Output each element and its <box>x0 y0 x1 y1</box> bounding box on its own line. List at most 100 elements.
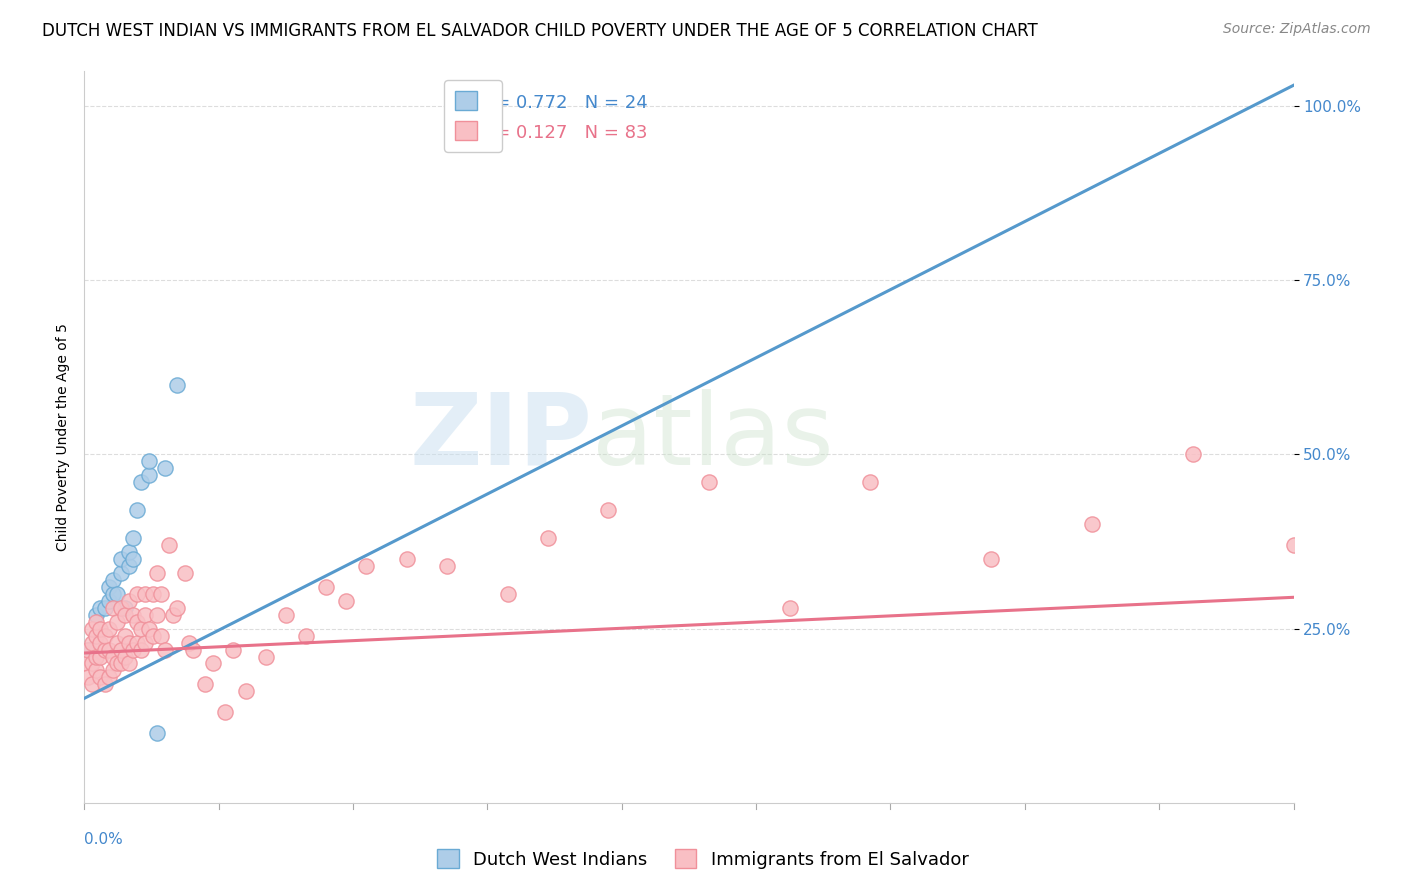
Point <box>129 622 152 636</box>
Point <box>125 587 148 601</box>
Point <box>138 622 160 636</box>
Point <box>93 642 115 657</box>
Point <box>1181 448 1204 462</box>
Point <box>254 649 277 664</box>
Point <box>89 622 111 636</box>
Point <box>97 580 120 594</box>
Point <box>157 538 180 552</box>
Point <box>125 635 148 649</box>
Point <box>166 377 188 392</box>
Point <box>97 642 120 657</box>
Point <box>114 629 136 643</box>
Point <box>82 677 104 691</box>
Point <box>980 552 1002 566</box>
Y-axis label: Child Poverty Under the Age of 5: Child Poverty Under the Age of 5 <box>56 323 70 551</box>
Point <box>1282 538 1305 552</box>
Point <box>89 600 111 615</box>
Point <box>181 642 204 657</box>
Point <box>146 607 169 622</box>
Point <box>114 607 136 622</box>
Point <box>202 657 225 671</box>
Point <box>174 566 197 580</box>
Point <box>166 600 188 615</box>
Point <box>93 677 115 691</box>
Point <box>779 600 801 615</box>
Point <box>110 642 132 657</box>
Point <box>77 642 100 657</box>
Point <box>97 594 120 608</box>
Point <box>118 657 141 671</box>
Point <box>129 642 152 657</box>
Point <box>118 635 141 649</box>
Point <box>468 92 491 106</box>
Legend: Dutch West Indians, Immigrants from El Salvador: Dutch West Indians, Immigrants from El S… <box>430 842 976 876</box>
Point <box>110 566 132 580</box>
Point <box>142 587 165 601</box>
Point <box>118 594 141 608</box>
Point <box>697 475 720 490</box>
Point <box>125 615 148 629</box>
Point <box>235 684 257 698</box>
Point <box>101 649 124 664</box>
Point <box>146 726 169 740</box>
Point <box>101 573 124 587</box>
Point <box>110 657 132 671</box>
Point <box>395 552 418 566</box>
Point <box>179 635 201 649</box>
Point <box>335 594 357 608</box>
Point <box>194 677 217 691</box>
Point <box>138 454 160 468</box>
Point <box>274 607 297 622</box>
Point <box>105 615 128 629</box>
Point <box>93 600 115 615</box>
Point <box>121 607 143 622</box>
Text: R = 0.127   N = 83: R = 0.127 N = 83 <box>478 124 648 142</box>
Point <box>146 566 169 580</box>
Text: R = 0.772   N = 24: R = 0.772 N = 24 <box>478 94 648 112</box>
Point <box>82 622 104 636</box>
Point <box>315 580 337 594</box>
Point <box>134 587 156 601</box>
Text: Source: ZipAtlas.com: Source: ZipAtlas.com <box>1223 22 1371 37</box>
Point <box>134 607 156 622</box>
Point <box>118 545 141 559</box>
Point <box>114 649 136 664</box>
Point <box>97 622 120 636</box>
Point <box>118 558 141 573</box>
Point <box>73 657 96 671</box>
Point <box>97 670 120 684</box>
Point <box>537 531 560 545</box>
Point <box>356 558 378 573</box>
Point <box>105 657 128 671</box>
Point <box>598 503 620 517</box>
Point <box>153 642 176 657</box>
Point <box>138 468 160 483</box>
Text: ZIP: ZIP <box>409 389 592 485</box>
Point <box>86 664 108 678</box>
Point <box>295 629 318 643</box>
Point <box>89 670 111 684</box>
Point <box>105 635 128 649</box>
Point <box>436 558 458 573</box>
Point <box>149 629 172 643</box>
Point <box>101 587 124 601</box>
Text: DUTCH WEST INDIAN VS IMMIGRANTS FROM EL SALVADOR CHILD POVERTY UNDER THE AGE OF : DUTCH WEST INDIAN VS IMMIGRANTS FROM EL … <box>42 22 1038 40</box>
Point <box>121 552 143 566</box>
Point <box>77 670 100 684</box>
Point <box>105 587 128 601</box>
Point <box>86 629 108 643</box>
Point <box>214 705 236 719</box>
Point <box>82 657 104 671</box>
Point <box>77 642 100 657</box>
Point <box>93 629 115 643</box>
Point <box>134 635 156 649</box>
Point <box>149 587 172 601</box>
Point <box>121 642 143 657</box>
Point <box>86 615 108 629</box>
Text: 0.0%: 0.0% <box>84 832 124 847</box>
Point <box>110 552 132 566</box>
Point <box>1081 517 1104 532</box>
Point <box>101 600 124 615</box>
Point <box>114 600 136 615</box>
Point <box>859 475 882 490</box>
